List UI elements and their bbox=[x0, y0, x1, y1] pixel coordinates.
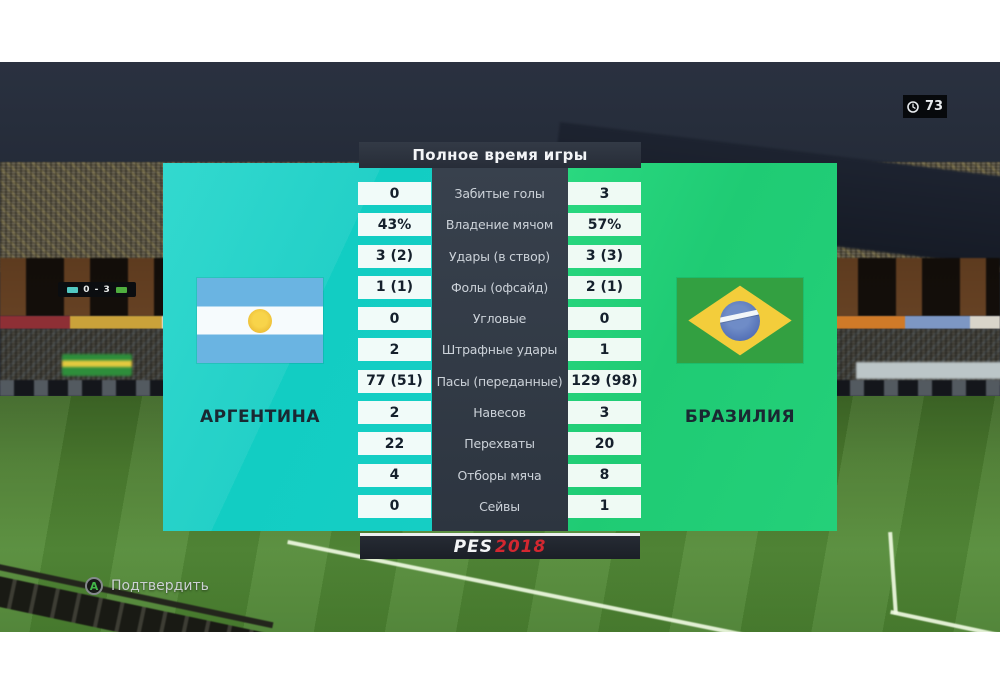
stat-row: 77 (51) Пасы (переданные) 129 (98) bbox=[358, 369, 641, 393]
pes-logo-text: PES bbox=[453, 537, 493, 557]
away-team-name: БРАЗИЛИЯ bbox=[684, 407, 796, 427]
stat-row: 0 Угловые 0 bbox=[358, 307, 641, 331]
argentina-flag bbox=[197, 278, 323, 363]
away-value: 20 bbox=[568, 432, 641, 456]
home-team-name: АРГЕНТИНА bbox=[200, 407, 320, 427]
away-value: 0 bbox=[568, 307, 641, 331]
stat-label: Перехваты bbox=[464, 436, 535, 452]
stat-row: 2 Штрафные удары 1 bbox=[358, 338, 641, 362]
stat-label: Владение мячом bbox=[445, 217, 554, 233]
stat-label: Угловые bbox=[472, 311, 527, 327]
stat-label: Пасы (переданные) bbox=[436, 373, 563, 389]
stat-label: Сейвы bbox=[479, 498, 520, 514]
home-value: 22 bbox=[358, 432, 431, 456]
home-value: 77 (51) bbox=[358, 369, 431, 393]
home-value: 2 bbox=[358, 401, 431, 425]
away-value: 57% bbox=[568, 213, 641, 237]
stat-label: Отборы мяча bbox=[457, 467, 542, 483]
panel-title-bar: Полное время игры bbox=[359, 142, 641, 168]
mini-score-text: 0 - 3 bbox=[83, 284, 111, 295]
stats-table: 0 Забитые голы 3 43% Владение мячом 57% … bbox=[358, 182, 641, 518]
stat-row: 3 (2) Удары (в створ) 3 (3) bbox=[358, 244, 641, 268]
pes-logo-year: 2018 bbox=[495, 537, 547, 557]
away-value: 3 bbox=[568, 182, 641, 205]
gamepad-a-button-icon[interactable]: A bbox=[85, 577, 103, 595]
confirm-control[interactable]: A Подтвердить bbox=[85, 577, 209, 595]
mini-home-flag bbox=[67, 286, 79, 293]
home-value: 4 bbox=[358, 463, 431, 487]
stat-label: Навесов bbox=[473, 405, 526, 421]
a-button-letter: A bbox=[89, 579, 99, 593]
stat-label: Штрафные удары bbox=[441, 342, 558, 358]
home-value: 0 bbox=[358, 494, 431, 518]
stat-row: 1 (1) Фолы (офсайд) 2 (1) bbox=[358, 275, 641, 299]
match-clock-badge: 73 bbox=[903, 95, 947, 118]
mini-away-flag bbox=[115, 286, 127, 293]
brazil-flag bbox=[677, 278, 803, 363]
game-screen: 0 - 3 73 Полное время игры 0 Забитые гол… bbox=[0, 62, 1000, 632]
stat-label: Забитые голы bbox=[454, 186, 545, 201]
stat-row: 43% Владение мячом 57% bbox=[358, 213, 641, 237]
stat-row: 22 Перехваты 20 bbox=[358, 432, 641, 456]
pes-logo-bar: PES 2018 bbox=[360, 533, 640, 559]
stat-label: Удары (в створ) bbox=[449, 248, 550, 264]
away-value: 2 (1) bbox=[568, 275, 641, 299]
away-value: 1 bbox=[568, 494, 641, 518]
stat-row: 4 Отборы мяча 8 bbox=[358, 463, 641, 487]
confirm-label: Подтвердить bbox=[111, 578, 209, 594]
home-value: 0 bbox=[358, 307, 431, 331]
home-value: 3 (2) bbox=[358, 244, 431, 268]
stat-row: 2 Навесов 3 bbox=[358, 401, 641, 425]
match-minute: 73 bbox=[924, 99, 944, 114]
away-value: 8 bbox=[568, 463, 641, 487]
panel-title: Полное время игры bbox=[412, 146, 588, 164]
away-value: 129 (98) bbox=[568, 369, 641, 393]
brazil-globe-band bbox=[720, 306, 760, 324]
argentina-sun-icon bbox=[248, 308, 272, 333]
away-value: 1 bbox=[568, 338, 641, 362]
stat-row: 0 Сейвы 1 bbox=[358, 494, 641, 518]
crowd-banner-white bbox=[856, 362, 1000, 379]
home-value: 1 (1) bbox=[358, 275, 431, 299]
home-value: 43% bbox=[358, 213, 431, 237]
clock-icon bbox=[907, 100, 919, 113]
away-value: 3 bbox=[568, 401, 641, 425]
away-value: 3 (3) bbox=[568, 244, 641, 268]
brazil-globe bbox=[720, 300, 760, 341]
pes-logo: PES 2018 bbox=[454, 539, 547, 556]
home-value: 2 bbox=[358, 338, 431, 362]
stat-label: Фолы (офсайд) bbox=[450, 279, 549, 295]
crowd-banner-brazil bbox=[62, 354, 132, 376]
home-value: 0 bbox=[358, 182, 431, 205]
mini-scoreboard: 0 - 3 bbox=[58, 282, 136, 297]
stat-row: 0 Забитые голы 3 bbox=[358, 182, 641, 205]
stat-label-column bbox=[432, 168, 568, 531]
